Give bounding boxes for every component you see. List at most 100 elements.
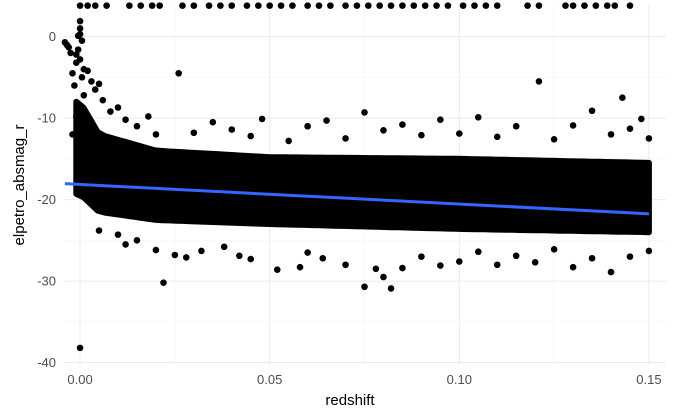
data-point xyxy=(273,266,281,273)
data-point xyxy=(137,2,145,9)
data-point xyxy=(569,122,577,129)
data-point xyxy=(437,116,444,124)
data-point xyxy=(67,49,74,57)
data-point xyxy=(638,115,645,123)
x-tick-label: 0.05 xyxy=(257,372,282,387)
data-point xyxy=(524,2,531,9)
y-axis-ticks: -40 -30 -20 -10 0 xyxy=(37,29,56,370)
data-point xyxy=(444,2,452,9)
data-point xyxy=(645,135,653,142)
data-point xyxy=(247,255,255,263)
data-point xyxy=(418,131,425,139)
data-point xyxy=(372,265,380,273)
data-point xyxy=(122,116,129,124)
data-point xyxy=(103,2,110,9)
data-point xyxy=(304,2,311,9)
data-point xyxy=(592,2,600,9)
data-point xyxy=(88,78,95,85)
data-point xyxy=(255,2,262,9)
data-point xyxy=(78,121,86,128)
data-point xyxy=(76,102,84,110)
data-point xyxy=(626,253,634,260)
data-point xyxy=(493,2,501,9)
data-point xyxy=(80,91,88,99)
data-point xyxy=(361,109,368,116)
data-point xyxy=(91,2,99,9)
data-point xyxy=(91,86,99,93)
data-point xyxy=(387,2,395,9)
data-point xyxy=(459,2,467,9)
data-point xyxy=(512,252,520,260)
data-point xyxy=(145,113,152,120)
data-point xyxy=(80,135,88,142)
data-point xyxy=(133,237,141,244)
data-point xyxy=(437,262,444,269)
data-points xyxy=(61,2,653,352)
x-tick-label: 0.10 xyxy=(447,372,472,387)
data-point xyxy=(190,2,198,9)
data-point xyxy=(179,2,186,9)
data-point xyxy=(569,2,577,9)
data-point xyxy=(209,118,217,126)
data-point xyxy=(171,251,179,259)
data-point xyxy=(243,2,251,9)
data-point xyxy=(581,2,588,9)
data-point xyxy=(626,125,634,132)
data-point xyxy=(364,2,372,9)
data-point xyxy=(319,254,327,262)
data-point xyxy=(342,135,349,142)
data-point xyxy=(182,254,190,261)
data-point xyxy=(236,252,243,260)
data-point xyxy=(76,17,84,25)
data-point xyxy=(353,2,361,9)
data-point xyxy=(72,59,80,66)
data-point xyxy=(296,263,304,271)
y-tick-label: -40 xyxy=(37,355,56,370)
trend-line xyxy=(64,182,650,216)
data-point xyxy=(315,2,323,9)
data-point xyxy=(289,2,296,9)
data-point xyxy=(399,264,406,272)
data-point xyxy=(607,268,615,276)
data-point xyxy=(550,135,558,143)
data-point xyxy=(626,2,634,9)
data-point xyxy=(482,2,490,9)
data-point xyxy=(152,131,160,138)
x-axis-title: redshift xyxy=(325,392,375,409)
data-point xyxy=(95,227,103,234)
data-point xyxy=(76,344,84,352)
x-axis-ticks: 0.00 0.05 0.10 0.15 xyxy=(67,372,661,387)
data-point xyxy=(456,258,463,265)
data-point xyxy=(531,259,539,266)
data-point xyxy=(535,2,543,9)
data-point xyxy=(95,80,103,88)
data-point xyxy=(114,231,122,238)
data-point xyxy=(156,2,164,9)
data-point xyxy=(160,279,167,286)
data-point xyxy=(588,254,596,262)
dense-point-cloud xyxy=(73,98,652,236)
y-tick-label: 0 xyxy=(49,29,56,44)
data-point xyxy=(198,247,205,255)
x-tick-label: 0.15 xyxy=(636,372,661,387)
data-point xyxy=(220,243,228,251)
data-point xyxy=(535,78,543,85)
data-point xyxy=(603,2,611,9)
data-point xyxy=(611,2,619,9)
data-point xyxy=(190,129,198,137)
data-point xyxy=(562,2,569,9)
y-axis-title: elpetro_absmag_r xyxy=(11,125,28,246)
data-point xyxy=(122,241,129,248)
data-point xyxy=(107,108,114,115)
data-point xyxy=(114,104,122,111)
data-point xyxy=(399,121,406,128)
data-point xyxy=(69,69,76,77)
data-point xyxy=(78,74,86,81)
data-point xyxy=(65,43,72,51)
data-point xyxy=(399,2,406,9)
data-point xyxy=(493,261,501,269)
data-point xyxy=(410,2,418,9)
data-point xyxy=(84,67,91,75)
data-point xyxy=(433,2,440,9)
